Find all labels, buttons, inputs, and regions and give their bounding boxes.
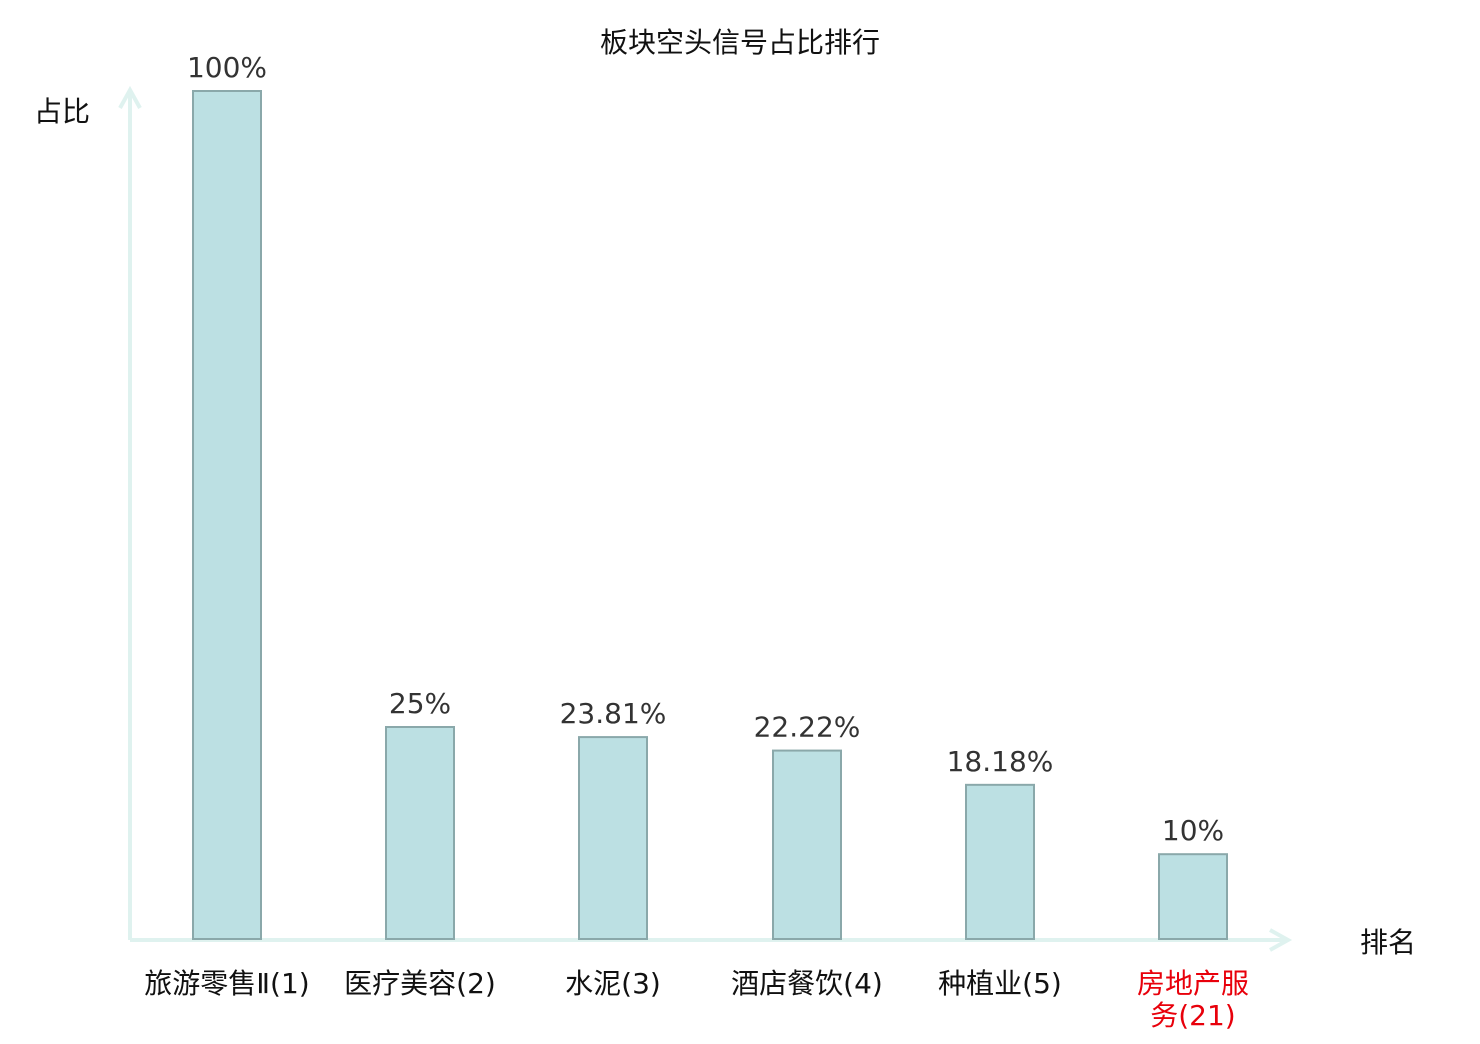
category-label: 医疗美容(2) — [344, 967, 496, 1000]
axes — [118, 85, 1293, 952]
labels: 100% 旅游零售Ⅱ(1) 25% 医疗美容(2) 23.81% 水泥(3) 22.22% 酒… — [144, 51, 1249, 1032]
bar — [192, 90, 262, 940]
value-label: 25% — [389, 687, 451, 720]
x-axis-label: 排名 — [1360, 926, 1416, 959]
category-label: 酒店餐饮(4) — [731, 967, 883, 1000]
y-axis-arrow-icon — [118, 85, 142, 109]
value-label: 100% — [187, 51, 267, 84]
category-label: 水泥(3) — [565, 967, 661, 1000]
category-label: 种植业(5) — [938, 967, 1062, 1000]
y-axis-label: 占比 — [34, 95, 90, 128]
x-axis-arrow-icon — [1269, 928, 1293, 952]
value-label: 22.22% — [754, 711, 861, 744]
value-label: 10% — [1162, 814, 1224, 847]
bar — [1158, 853, 1228, 941]
value-label: 23.81% — [560, 697, 667, 730]
bar — [772, 749, 842, 940]
bars — [192, 90, 1228, 941]
value-label: 18.18% — [947, 745, 1054, 778]
bar — [385, 726, 455, 940]
bar — [965, 783, 1035, 941]
bar — [578, 736, 648, 940]
category-label: 旅游零售Ⅱ(1) — [144, 967, 309, 1000]
category-label: 房地产服务(21) — [1137, 967, 1249, 1032]
chart-title: 板块空头信号占比排行 — [600, 26, 880, 59]
